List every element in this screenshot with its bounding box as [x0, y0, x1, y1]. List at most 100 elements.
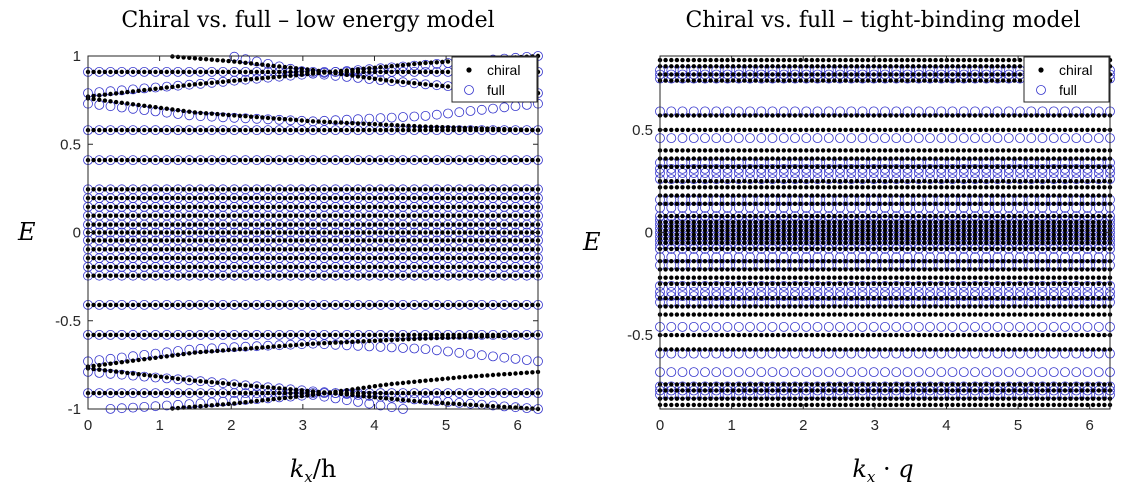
chiral-point [316, 238, 321, 243]
chiral-point [271, 75, 276, 80]
chiral-point [389, 157, 394, 163]
chiral-point [389, 230, 394, 235]
chiral-point [361, 213, 366, 218]
chiral-point [400, 337, 406, 342]
chiral-point [260, 62, 265, 67]
chiral-point [406, 302, 411, 308]
chiral-point [260, 345, 265, 350]
chiral-point [355, 204, 361, 210]
chiral-point [440, 204, 445, 210]
chiral-point [187, 264, 192, 270]
chiral-point [316, 119, 321, 124]
chiral-point [995, 72, 1000, 77]
chiral-point [781, 156, 786, 161]
full-point [420, 111, 431, 121]
chiral-point [293, 213, 299, 218]
chiral-point [355, 127, 361, 133]
chiral-point [175, 187, 181, 192]
chiral-band-5 [85, 204, 541, 210]
chiral-point [158, 332, 164, 338]
full-point [925, 280, 935, 291]
chiral-point [198, 247, 203, 252]
chiral-point [367, 187, 372, 192]
chiral-point [282, 273, 288, 278]
chiral-point [423, 399, 428, 405]
chiral-point [254, 264, 259, 270]
chiral-point [764, 179, 770, 184]
chiral-point [725, 148, 730, 153]
chiral-point [440, 400, 445, 406]
chiral-point [243, 60, 248, 65]
chiral-point [344, 332, 349, 338]
chiral-point [299, 342, 304, 347]
chiral-point [102, 69, 108, 75]
chiral-point [502, 195, 507, 201]
chiral-point [764, 164, 770, 169]
chiral-point [203, 302, 209, 308]
chiral-point [849, 57, 854, 63]
chiral-point [939, 78, 944, 83]
chiral-point [496, 195, 501, 201]
chiral-point [798, 78, 803, 83]
chiral-point [978, 57, 983, 63]
chiral-band-9 [85, 238, 541, 243]
chiral-point [871, 148, 876, 153]
chiral-point [502, 302, 507, 308]
chiral-point [158, 264, 164, 270]
chiral-point [530, 195, 535, 201]
chiral-point [254, 398, 259, 404]
chiral-point [995, 64, 1000, 69]
chiral-point [910, 148, 916, 153]
chiral-point [232, 401, 237, 406]
chiral-point [1079, 148, 1085, 153]
chiral-point [787, 57, 792, 63]
chiral-point [1102, 113, 1107, 118]
chiral-point [215, 402, 220, 407]
chiral-point [457, 157, 462, 163]
full-point [733, 280, 744, 291]
chiral-point [663, 113, 668, 118]
chiral-point [164, 187, 169, 192]
chiral-point [282, 117, 288, 122]
chiral-point [1023, 156, 1028, 161]
chiral-point [451, 335, 456, 340]
full-point [431, 345, 442, 356]
chiral-point [719, 72, 725, 77]
chiral-point [680, 57, 685, 63]
chiral-point [248, 264, 254, 270]
chiral-point [153, 255, 158, 261]
chiral-point [967, 156, 972, 161]
chiral-point [192, 110, 198, 115]
chiral-point [406, 380, 411, 385]
full-point [790, 133, 800, 144]
full-point [846, 133, 857, 144]
chiral-point [1079, 156, 1085, 161]
chiral-point [361, 230, 366, 235]
chiral-point [350, 213, 355, 218]
full-point [778, 280, 789, 291]
chiral-point [865, 64, 871, 69]
chiral-point [248, 238, 254, 243]
chiral-point [310, 204, 316, 210]
full-point [891, 163, 902, 174]
chiral-point [97, 255, 102, 261]
chiral-point [787, 148, 792, 153]
chiral-point [871, 78, 876, 83]
chiral-point [518, 187, 524, 192]
chiral-point [333, 187, 338, 192]
chiral-point [395, 337, 400, 342]
chiral-point [1045, 113, 1051, 118]
full-point [880, 321, 890, 332]
chiral-point [518, 222, 524, 227]
full-point [790, 321, 800, 332]
full-point [778, 367, 789, 378]
chiral-point [775, 57, 781, 63]
chiral-point [316, 273, 321, 278]
chiral-point [136, 357, 141, 363]
chiral-point [383, 127, 389, 133]
chiral-point [136, 222, 141, 227]
chiral-point [395, 187, 400, 192]
chiral-point [226, 187, 231, 192]
chiral-point [282, 238, 288, 243]
chiral-point [775, 113, 781, 118]
